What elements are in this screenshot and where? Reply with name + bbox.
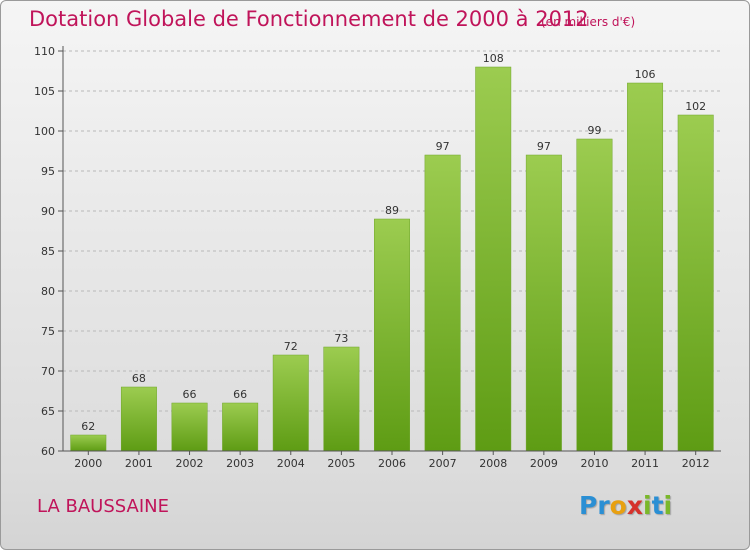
x-tick-label: 2012 xyxy=(682,457,710,470)
x-tick-label: 2009 xyxy=(530,457,558,470)
bar xyxy=(475,66,512,452)
logo-letter: o xyxy=(609,491,627,520)
y-tick-label: 85 xyxy=(41,245,55,258)
bar xyxy=(120,386,157,452)
y-tick-label: 100 xyxy=(34,125,55,138)
bar xyxy=(525,154,562,452)
bar-value-label: 73 xyxy=(334,332,348,345)
logo-letter: P xyxy=(579,491,598,520)
x-tick-label: 2008 xyxy=(479,457,507,470)
bar-value-label: 72 xyxy=(284,340,298,353)
y-tick-label: 80 xyxy=(41,285,55,298)
x-tick-label: 2001 xyxy=(125,457,153,470)
y-tick-label: 95 xyxy=(41,165,55,178)
y-tick-label: 105 xyxy=(34,85,55,98)
bar xyxy=(171,402,208,452)
bar-value-label: 97 xyxy=(537,140,551,153)
chart-subtitle: (en milliers d'€) xyxy=(541,15,636,29)
bar-value-label: 102 xyxy=(685,100,706,113)
y-tick-label: 65 xyxy=(41,405,55,418)
x-tick-label: 2005 xyxy=(327,457,355,470)
bar xyxy=(576,138,613,452)
x-tick-label: 2000 xyxy=(74,457,102,470)
logo-letter: t xyxy=(651,491,664,520)
commune-name: LA BAUSSAINE xyxy=(37,496,169,517)
bar xyxy=(222,402,259,452)
proxiti-logo: Proxiti xyxy=(579,491,672,520)
bar-value-label: 89 xyxy=(385,204,399,217)
bar-value-label: 106 xyxy=(635,68,656,81)
y-tick-label: 60 xyxy=(41,445,55,458)
bar-value-label: 108 xyxy=(483,52,504,65)
x-tick-label: 2011 xyxy=(631,457,659,470)
bar xyxy=(627,82,664,452)
x-tick-label: 2006 xyxy=(378,457,406,470)
bar xyxy=(374,218,410,452)
bar-value-label: 62 xyxy=(81,420,95,433)
x-tick-label: 2002 xyxy=(176,457,204,470)
bar-value-label: 97 xyxy=(436,140,450,153)
bar xyxy=(424,154,461,452)
x-tick-label: 2010 xyxy=(580,457,608,470)
logo-letter: i xyxy=(663,491,673,520)
logo-letter: i xyxy=(643,491,652,520)
y-tick-label: 90 xyxy=(41,205,55,218)
x-tick-label: 2007 xyxy=(429,457,457,470)
y-tick-label: 75 xyxy=(41,325,55,338)
bar-value-label: 66 xyxy=(183,388,197,401)
bar-value-label: 99 xyxy=(587,124,601,137)
x-tick-label: 2004 xyxy=(277,457,305,470)
bars: 62 68 66 66 72 73 89 97 108 97 99 106 102 xyxy=(70,52,714,452)
logo-letter: x xyxy=(626,491,643,520)
bar xyxy=(70,434,107,452)
logo-letter: r xyxy=(597,491,610,520)
y-tick-label: 110 xyxy=(34,45,55,58)
bar xyxy=(677,114,714,452)
x-tick-label: 2003 xyxy=(226,457,254,470)
bar-value-label: 68 xyxy=(132,372,146,385)
bar-value-label: 66 xyxy=(233,388,247,401)
bar xyxy=(272,354,309,452)
bar xyxy=(323,346,360,452)
chart-title: Dotation Globale de Fonctionnement de 20… xyxy=(29,7,589,31)
y-tick-label: 70 xyxy=(41,365,55,378)
axes: 60 65 70 75 80 85 90 95 100 105 110 2000 2001 2002 200… xyxy=(34,45,721,470)
